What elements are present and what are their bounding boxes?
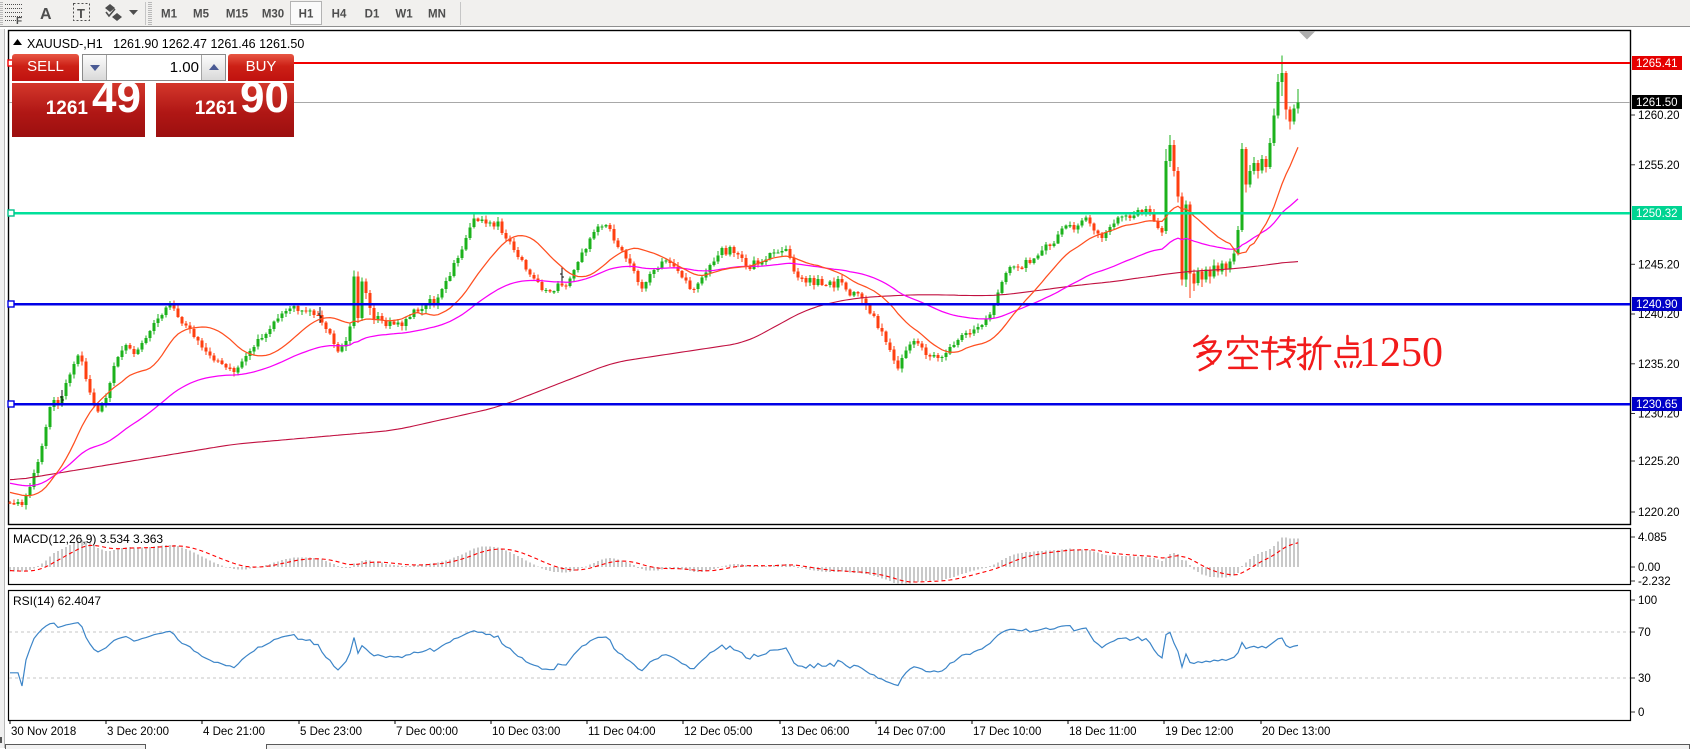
svg-text:H1: H1 [299, 9, 314, 21]
svg-text:12 Dec 05:00: 12 Dec 05:00 [684, 726, 752, 738]
svg-text:0: 0 [1638, 707, 1644, 719]
svg-text:W1: W1 [395, 9, 413, 21]
svg-text:10 Dec 03:00: 10 Dec 03:00 [492, 726, 560, 738]
svg-text:1230.20: 1230.20 [1638, 409, 1680, 421]
svg-text:M15: M15 [226, 9, 249, 21]
svg-text:1250: 1250 [1359, 330, 1443, 376]
svg-text:M30: M30 [262, 9, 284, 21]
svg-text:30 Nov 2018: 30 Nov 2018 [11, 726, 76, 738]
svg-text:F: F [16, 16, 22, 27]
svg-text:-2.232: -2.232 [1638, 576, 1671, 588]
svg-text:0.00: 0.00 [1638, 562, 1660, 574]
svg-text:1260.20: 1260.20 [1638, 110, 1680, 122]
svg-text:70: 70 [1638, 627, 1651, 639]
svg-text:RSI(14) 62.4047: RSI(14) 62.4047 [13, 594, 101, 608]
svg-text:T: T [77, 6, 85, 21]
svg-text:1240.90: 1240.90 [1636, 299, 1678, 311]
svg-text:3 Dec 20:00: 3 Dec 20:00 [107, 726, 169, 738]
svg-text:MACD(12,26,9) 3.534 3.363: MACD(12,26,9) 3.534 3.363 [13, 532, 163, 546]
svg-text:20 Dec 13:00: 20 Dec 13:00 [1262, 726, 1330, 738]
svg-text:4 Dec 21:00: 4 Dec 21:00 [203, 726, 265, 738]
svg-text:1255.20: 1255.20 [1638, 160, 1680, 172]
svg-text:11 Dec 04:00: 11 Dec 04:00 [588, 726, 656, 738]
svg-text:1240.20: 1240.20 [1638, 309, 1680, 321]
svg-text:H4: H4 [332, 9, 347, 21]
svg-text:1225.20: 1225.20 [1638, 456, 1680, 468]
svg-text:1230.65: 1230.65 [1636, 399, 1678, 411]
svg-text:M1: M1 [161, 9, 178, 21]
svg-text:13 Dec 06:00: 13 Dec 06:00 [781, 726, 849, 738]
svg-text:1220.20: 1220.20 [1638, 507, 1680, 519]
svg-text:14 Dec 07:00: 14 Dec 07:00 [877, 726, 945, 738]
svg-text:A: A [40, 6, 52, 23]
svg-text:1261.50: 1261.50 [1636, 97, 1678, 109]
svg-text:M5: M5 [193, 9, 210, 21]
svg-text:1235.20: 1235.20 [1638, 359, 1680, 371]
svg-text:D1: D1 [365, 9, 380, 21]
svg-text:7 Dec 00:00: 7 Dec 00:00 [396, 726, 458, 738]
svg-text:MN: MN [428, 9, 446, 21]
svg-text:17 Dec 10:00: 17 Dec 10:00 [973, 726, 1041, 738]
svg-text:30: 30 [1638, 673, 1651, 685]
svg-text:19 Dec 12:00: 19 Dec 12:00 [1165, 726, 1233, 738]
svg-text:18 Dec 11:00: 18 Dec 11:00 [1069, 726, 1137, 738]
svg-text:XAUUSD-,H1 1261.90 1262.47 1: XAUUSD-,H1 1261.90 1262.47 1261.46 1261.… [27, 37, 304, 51]
svg-text:4.085: 4.085 [1638, 532, 1667, 544]
svg-text:1245.20: 1245.20 [1638, 259, 1680, 271]
svg-text:100: 100 [1638, 595, 1657, 607]
svg-text:1250.32: 1250.32 [1636, 208, 1678, 220]
svg-text:1265.41: 1265.41 [1636, 58, 1678, 70]
svg-text:5 Dec 23:00: 5 Dec 23:00 [300, 726, 362, 738]
